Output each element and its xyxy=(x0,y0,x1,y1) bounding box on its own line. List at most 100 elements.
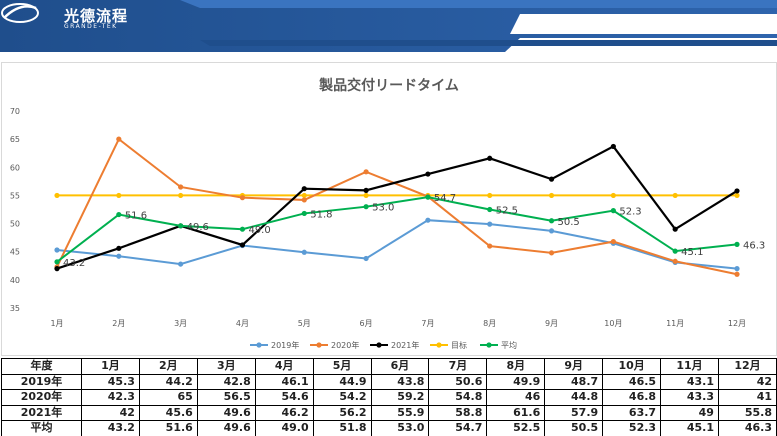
table-header-month: 9月 xyxy=(544,358,604,375)
table-cell: 55.8 xyxy=(717,404,777,421)
data-point xyxy=(672,258,678,264)
table-cell: 56.2 xyxy=(312,404,372,421)
data-point xyxy=(487,192,493,199)
table-header-month: 12月 xyxy=(717,358,777,375)
data-point xyxy=(239,242,246,248)
table-cell: 54.6 xyxy=(254,389,314,406)
brand-name-en: GRANDE-TEK xyxy=(64,23,118,30)
data-label: 52.3 xyxy=(619,207,641,218)
data-label: 51.8 xyxy=(310,209,332,220)
data-point xyxy=(734,192,740,199)
data-point xyxy=(54,266,60,272)
y-tick-label: 50 xyxy=(10,220,20,229)
data-point xyxy=(301,210,307,217)
legend-marker xyxy=(436,342,442,348)
table-cell: 54.7 xyxy=(428,420,488,436)
data-point xyxy=(116,211,122,218)
y-tick-label: 35 xyxy=(10,304,20,313)
table-cell: 54.2 xyxy=(312,389,372,406)
data-point xyxy=(425,171,431,177)
data-point xyxy=(734,241,740,247)
data-point xyxy=(239,226,246,232)
data-point xyxy=(54,192,60,199)
data-point xyxy=(425,194,431,200)
table-cell: 50.5 xyxy=(544,420,604,436)
x-tick-label: 8月 xyxy=(483,319,496,328)
table-cell: 44.8 xyxy=(544,389,604,406)
series-line xyxy=(56,196,738,263)
data-point xyxy=(610,238,616,245)
legend-item: 2020年 xyxy=(310,340,359,350)
data-point xyxy=(116,253,122,259)
y-tick-label: 55 xyxy=(10,191,20,200)
x-tick-label: 11月 xyxy=(666,319,684,328)
table-cell: 59.2 xyxy=(370,389,430,406)
x-tick-label: 6月 xyxy=(360,319,373,328)
x-tick-label: 10月 xyxy=(604,319,622,328)
data-point xyxy=(301,249,307,255)
x-tick-label: 5月 xyxy=(298,319,311,328)
data-point xyxy=(301,197,307,203)
table-cell: 46 xyxy=(486,389,546,406)
table-cell: 52.5 xyxy=(486,420,546,436)
table-cell: 49.9 xyxy=(486,373,546,390)
data-point xyxy=(487,206,493,213)
table-header-month: 7月 xyxy=(428,358,488,375)
y-tick-label: 60 xyxy=(10,163,20,172)
data-label: 45.1 xyxy=(681,247,703,258)
data-point xyxy=(301,192,307,199)
table-header-month: 1月 xyxy=(81,358,140,375)
series-line xyxy=(56,145,738,270)
legend-item: 目标 xyxy=(430,340,467,350)
table-row: 2019年 45.3 44.2 42.8 46.1 44.9 43.8 50.6 49.9 48.… xyxy=(1,373,777,390)
chart-legend: 2019年 2020年 2021年 目标 平均 xyxy=(250,340,517,350)
y-tick-label: 70 xyxy=(10,107,20,116)
table-body: 2019年 45.3 44.2 42.8 46.1 44.9 43.8 50.6 49.9 48.… xyxy=(1,373,777,436)
table-cell: 51.8 xyxy=(312,420,372,436)
data-point xyxy=(734,188,740,194)
table-cell: 49 xyxy=(660,404,719,421)
data-point xyxy=(363,192,369,199)
table-row: 2021年 42 45.6 49.6 46.2 56.2 55.9 58.8 61.6 57.9 6… xyxy=(1,404,777,421)
data-point xyxy=(239,195,246,201)
table-cell: 43.1 xyxy=(660,373,719,390)
data-point xyxy=(54,259,60,265)
header-banner: 光德流程 GRANDE-TEK xyxy=(0,0,777,56)
series-layer: 43.2 51.6 49.6 49.0 51.8 53.0 54.7 52.5 50.5 52.3… xyxy=(54,136,765,277)
legend-label: 2020年 xyxy=(331,340,359,350)
data-point xyxy=(363,169,369,175)
data-point xyxy=(610,143,616,150)
table-row-label: 平均 xyxy=(1,420,82,436)
table-header-month: 4月 xyxy=(254,358,314,375)
data-label: 46.3 xyxy=(743,240,765,251)
data-point xyxy=(548,250,555,256)
x-tick-label: 1月 xyxy=(50,319,63,328)
data-point xyxy=(116,245,122,251)
table-cell: 44.9 xyxy=(312,373,372,390)
data-point xyxy=(178,261,184,267)
axis-layer: 35 40 45 50 55 60 65 70 1月 2月 3月 4月 5月 6月 7月 8月 9月 10月 11月… xyxy=(10,107,746,328)
legend-item: 平均 xyxy=(480,340,517,350)
table-cell: 46.3 xyxy=(717,420,777,436)
data-point xyxy=(548,228,555,234)
data-label: 49.6 xyxy=(187,222,209,233)
table-cell: 52.3 xyxy=(602,420,662,436)
banner-graphic xyxy=(0,0,777,52)
x-tick-label: 9月 xyxy=(545,319,558,328)
data-label: 51.6 xyxy=(125,211,147,222)
table-row-label: 2021年 xyxy=(1,404,82,421)
chart-area: 製品交付リードタイム 35 40 45 50 55 60 65 70 1月 2月 3月 4月 5月 6月 7… xyxy=(1,62,777,356)
legend-item: 2021年 xyxy=(370,340,419,350)
table-row: 2020年 42.3 65 56.5 54.6 54.2 59.2 54.8 46 44.8 46.… xyxy=(1,389,777,406)
table-cell: 51.6 xyxy=(138,420,198,436)
data-point xyxy=(301,186,307,192)
legend-label: 平均 xyxy=(501,340,517,350)
table-cell: 42 xyxy=(81,404,140,421)
table-row-label: 2020年 xyxy=(1,389,82,406)
table-cell: 46.8 xyxy=(602,389,662,406)
table-cell: 41 xyxy=(717,389,777,406)
table-cell: 49.6 xyxy=(196,404,256,421)
table-header-month: 8月 xyxy=(486,358,546,375)
data-point xyxy=(610,192,616,199)
table-cell: 48.7 xyxy=(544,373,604,390)
